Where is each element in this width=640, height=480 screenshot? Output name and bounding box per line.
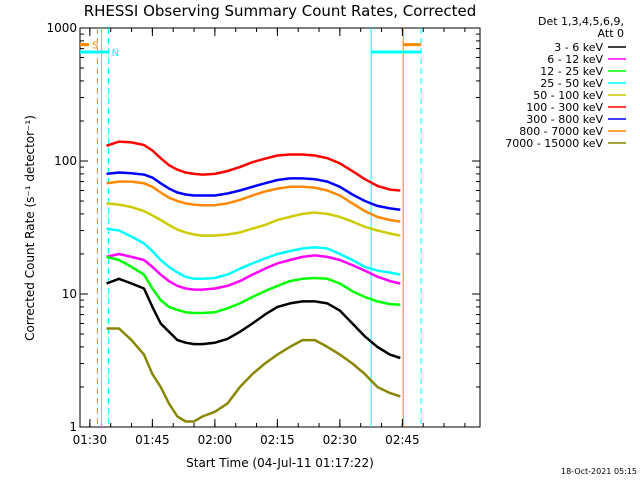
x-tick-label: 02:45 xyxy=(385,433,420,447)
legend-label: 50 - 100 keV xyxy=(533,89,603,102)
legend-label: 25 - 50 keV xyxy=(540,77,603,90)
flag-label: N xyxy=(112,48,119,59)
series-line-6 xyxy=(106,140,401,192)
legend-label: 12 - 25 keV xyxy=(540,65,603,78)
plot-frame xyxy=(79,27,481,428)
y-tick-label: 1 xyxy=(69,420,77,434)
chart-title: RHESSI Observing Summary Count Rates, Co… xyxy=(84,2,477,20)
series-line-2 xyxy=(106,252,401,291)
flag-layer: SN xyxy=(80,28,422,427)
series-line-7 xyxy=(106,171,401,211)
legend-label: 6 - 12 keV xyxy=(547,53,603,66)
x-axis-label: Start Time (04-Jul-11 01:17:22) xyxy=(186,456,374,470)
timestamp: 18-Oct-2021 05:15 xyxy=(561,467,637,476)
series-line-5 xyxy=(106,202,401,237)
series-line-3 xyxy=(106,255,401,315)
x-tick-label: 02:00 xyxy=(198,433,233,447)
x-tick-label: 02:15 xyxy=(260,433,295,447)
legend-label: 800 - 7000 keV xyxy=(519,125,603,138)
legend-label: 100 - 300 keV xyxy=(526,101,603,114)
legend-header-line: Det 1,3,4,5,6,9, xyxy=(538,15,624,28)
legend-label: 3 - 6 keV xyxy=(554,41,603,54)
series-layer xyxy=(106,140,401,423)
y-axis-label: Corrected Count Rate (s⁻¹ detector⁻¹) xyxy=(23,115,37,341)
legend-label: 7000 - 15000 keV xyxy=(505,137,603,150)
y-tick-label: 100 xyxy=(54,154,77,168)
x-tick-label: 02:30 xyxy=(323,433,358,447)
legend-header-line: Att 0 xyxy=(598,27,624,40)
series-line-9 xyxy=(106,327,401,423)
x-tick-label: 01:30 xyxy=(73,433,108,447)
series-line-8 xyxy=(106,180,401,223)
tick-layer: 01:30 01:45 02:00 02:15 02:30 02:45 1 10 100 1000 xyxy=(46,21,480,447)
series-line-4 xyxy=(106,227,401,281)
x-tick-label: 01:45 xyxy=(135,433,170,447)
legend-label: 300 - 800 keV xyxy=(526,113,603,126)
flag-label: S xyxy=(92,41,98,52)
series-line-1 xyxy=(106,277,401,360)
y-tick-label: 1000 xyxy=(46,21,77,35)
y-tick-label: 10 xyxy=(62,287,77,301)
